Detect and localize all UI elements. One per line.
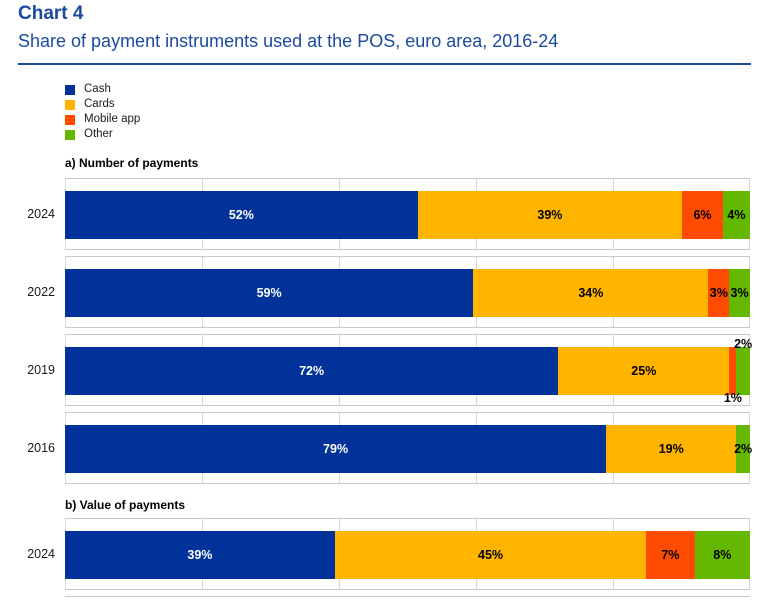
chart-subtitle: Share of payment instruments used at the… — [18, 31, 559, 51]
bar-frame: 79% 19% 2% — [65, 412, 753, 484]
bar-segment-label: 79% — [323, 442, 349, 456]
panel-a-rows: 2024 52% 39% 6% 4% 2022 59% 34% 3% 3% 2019 72% 25% 1%… — [0, 178, 768, 484]
stacked-bar: 79% 19% 2% — [65, 425, 753, 473]
bar-segment-cash: 72% — [65, 347, 559, 395]
cards-swatch-icon — [65, 99, 75, 110]
chart-row-2022: 2022 59% 34% 3% 3% — [0, 256, 768, 328]
bar-segment-label: 7% — [661, 548, 680, 562]
chart-title: Chart 4 — [18, 3, 84, 24]
bar-segment-label: 34% — [578, 286, 604, 300]
bar-segment-other: 3% — [729, 269, 750, 317]
bar-segment-label: 3% — [730, 286, 749, 300]
stacked-bar: 52% 39% 6% 4% — [65, 191, 750, 239]
bar-segment-label: 39% — [537, 208, 563, 222]
legend-item-cards: Cards — [65, 97, 768, 112]
chart-row-2024: 2024 39% 45% 7% 8% — [0, 518, 768, 590]
bar-segment-other: 8% — [694, 531, 750, 579]
bar-segment-label: 39% — [187, 548, 213, 562]
bar-segment-label: 8% — [713, 548, 732, 562]
bar-segment-cards: 19% — [606, 425, 737, 473]
bar-segment-cash: 79% — [65, 425, 607, 473]
legend-item-other: Other — [65, 127, 768, 142]
chart-row-2024: 2024 52% 39% 6% 4% — [0, 178, 768, 250]
panel-b: b) Value of payments 2024 39% 45% 7% 8% — [0, 498, 768, 605]
panel-a: a) Number of payments 2024 52% 39% 6% 4% 2022… — [0, 156, 768, 484]
legend-label: Cash — [84, 83, 111, 95]
year-label: 2024 — [27, 207, 55, 221]
bar-frame: 59% 34% 3% 3% — [65, 256, 750, 328]
legend: Cash Cards Mobile app Other — [65, 82, 768, 142]
panel-b-heading: b) Value of payments — [65, 498, 186, 512]
legend-label: Mobile app — [84, 113, 141, 125]
mobile-app-swatch-icon — [65, 114, 75, 125]
bar-segment-mobile_app: 3% — [708, 269, 730, 317]
chart-row-2016: 2016 79% 19% 2% — [0, 412, 768, 484]
panel-a-heading: a) Number of payments — [65, 156, 199, 170]
bar-segment-other: 2% — [734, 425, 753, 473]
bar-segment-label: 2% — [734, 337, 753, 351]
bar-frame: 72% 25% 1% 2% — [65, 334, 752, 406]
bar-segment-label: 19% — [658, 442, 684, 456]
bar-segment-cash: 39% — [65, 531, 335, 579]
bar-segment-cards: 34% — [473, 269, 709, 317]
cash-swatch-icon — [65, 84, 75, 95]
stacked-bar: 59% 34% 3% 3% — [65, 269, 750, 317]
bar-segment-cards: 39% — [417, 191, 683, 239]
bar-segment-cash: 59% — [65, 269, 474, 317]
legend-item-mobile-app: Mobile app — [65, 112, 768, 127]
bar-segment-label: 72% — [299, 364, 325, 378]
bar-frame: 39% 45% 7% 8% — [65, 518, 750, 590]
bar-segment-other: 2% — [734, 337, 752, 395]
bar-segment-cards: 45% — [334, 531, 647, 579]
bar-segment-label: 45% — [478, 548, 504, 562]
bar-segment-label: 3% — [709, 286, 728, 300]
bar-segment-mobile_app: 1% — [724, 347, 742, 405]
year-label: 2019 — [27, 363, 55, 377]
panel-b-rows: 2024 39% 45% 7% 8% — [0, 518, 768, 590]
bar-segment-label: 52% — [228, 208, 254, 222]
year-label: 2024 — [27, 547, 55, 561]
legend-label: Cards — [84, 98, 115, 110]
bar-segment-label: 6% — [693, 208, 712, 222]
chart-row-2019: 2019 72% 25% 1% 2% — [0, 334, 768, 406]
bar-segment-label: 59% — [256, 286, 282, 300]
stacked-bar: 39% 45% 7% 8% — [65, 531, 750, 579]
legend-item-cash: Cash — [65, 82, 768, 97]
legend-label: Other — [84, 128, 113, 140]
bar-segment-mobile_app: 7% — [646, 531, 695, 579]
bar-segment-mobile_app: 6% — [682, 191, 723, 239]
bar-segment-other: 4% — [722, 191, 750, 239]
bar-segment-label: 1% — [723, 391, 742, 405]
year-label: 2022 — [27, 285, 55, 299]
bar-frame: 52% 39% 6% 4% — [65, 178, 750, 250]
bar-segment-cash: 52% — [65, 191, 418, 239]
other-swatch-icon — [65, 129, 75, 140]
bar-segment-cards: 25% — [558, 347, 730, 395]
bar-segment-label: 4% — [727, 208, 746, 222]
year-label: 2016 — [27, 441, 55, 455]
bar-segment-label: 2% — [734, 442, 753, 456]
header-divider — [18, 63, 751, 65]
partial-next-row-frame — [65, 596, 750, 605]
bar-segment-label: 25% — [631, 364, 657, 378]
stacked-bar: 72% 25% 1% 2% — [65, 337, 752, 405]
